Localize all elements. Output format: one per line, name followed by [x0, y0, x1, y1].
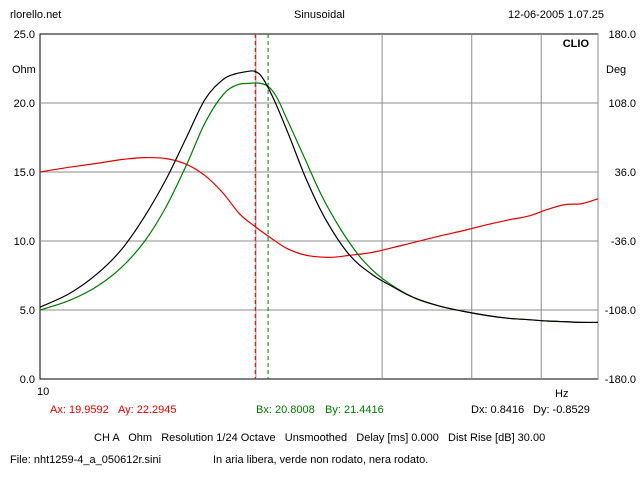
grid — [40, 34, 599, 379]
cursor-b-x: Bx: 20.8008 — [256, 404, 315, 416]
right-tick-label: -36.0 — [611, 236, 636, 248]
datetime: 12-06-2005 1.07.25 — [508, 9, 605, 21]
x-unit-label: Hz — [555, 388, 568, 400]
impedance-curve-black — [39, 70, 599, 324]
cursors — [254, 34, 269, 379]
site-name: rlorello.net — [10, 9, 62, 21]
right-axis: 180.0 108.0 36.0 -36.0 -108.0 -180.0 — [605, 29, 636, 386]
left-unit-label: Ohm — [12, 64, 36, 76]
left-tick-label: 10.0 — [14, 236, 35, 248]
measurement-mode: Sinusoidal — [294, 9, 345, 21]
right-tick-label: -180.0 — [605, 374, 636, 386]
left-tick-label: 15.0 — [14, 167, 35, 179]
right-tick-label: -108.0 — [605, 305, 636, 317]
cursor-b-y: By: 21.4416 — [325, 404, 384, 416]
left-tick-label: 25.0 — [14, 29, 35, 41]
phase-curve — [39, 156, 599, 258]
left-tick-label: 5.0 — [20, 305, 35, 317]
curves — [39, 70, 599, 324]
delta-y: Dy: -0.8529 — [533, 404, 590, 416]
left-axis: 25.0 20.0 15.0 10.0 5.0 0.0 — [14, 29, 35, 386]
left-tick-label: 20.0 — [14, 98, 35, 110]
cursor-a-y: Ay: 22.2945 — [118, 404, 177, 416]
cursor-a-x: Ax: 19.9592 — [50, 404, 109, 416]
brand-logo: CLIO — [563, 38, 590, 50]
right-tick-label: 180.0 — [608, 29, 636, 41]
right-tick-label: 108.0 — [608, 98, 636, 110]
x-tick-label: 10 — [37, 386, 49, 398]
delta-x: Dx: 0.8416 — [471, 404, 525, 416]
right-tick-label: 36.0 — [615, 167, 636, 179]
note: In aria libera, verde non rodato, nera r… — [213, 454, 429, 466]
settings-line: CH A Ohm Resolution 1/24 Octave Unsmooth… — [94, 432, 546, 444]
right-unit-label: Deg — [606, 64, 626, 76]
left-tick-label: 0.0 — [20, 374, 35, 386]
file-name: File: nht1259-4_a_050612r.sini — [10, 454, 162, 466]
